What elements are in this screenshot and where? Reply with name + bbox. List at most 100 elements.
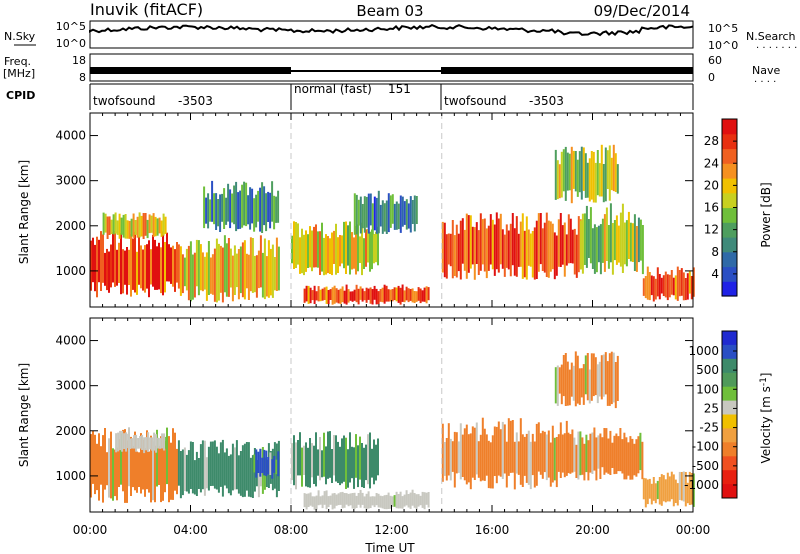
velocity-cell <box>485 434 488 476</box>
power-cell <box>596 150 599 196</box>
cpid-label: CPID <box>6 89 35 102</box>
velocity-cell <box>551 425 554 483</box>
power-cell <box>247 195 250 225</box>
power-cell <box>409 196 412 233</box>
velocity-cell <box>375 493 378 506</box>
velocity-cell <box>576 355 579 404</box>
power-cell <box>267 191 270 222</box>
power-cell <box>164 242 166 293</box>
cpid-mode-3-id: -3503 <box>529 94 564 108</box>
velocity-cell <box>223 452 226 486</box>
power-cell <box>255 255 258 298</box>
x-tick-label: 08:00 <box>274 523 309 537</box>
velocity-cell <box>331 449 333 483</box>
velocity-cell <box>363 447 365 488</box>
power-colorbar-tick-label: 28 <box>704 134 719 148</box>
velocity-cell <box>247 442 250 497</box>
velocity-cell <box>523 436 526 476</box>
velocity-colorbar-tick-label: 100 <box>696 382 719 396</box>
velocity-cell <box>627 442 630 476</box>
velocity-cell <box>489 442 492 489</box>
power-cell <box>485 228 488 279</box>
power-cell <box>391 194 394 224</box>
power-cell <box>154 216 157 237</box>
velocity-cell <box>357 493 360 505</box>
power-cell <box>529 233 532 267</box>
velocity-cell <box>650 483 653 505</box>
power-cell <box>331 232 333 276</box>
power-cell <box>305 285 308 302</box>
power-cell <box>118 242 120 283</box>
velocity-cell <box>100 446 102 485</box>
power-cell <box>586 162 589 198</box>
power-cell <box>682 272 685 301</box>
power-cell <box>90 240 92 291</box>
power-cell <box>132 238 134 290</box>
velocity-colorbar-swatch <box>722 400 737 415</box>
velocity-cell <box>417 494 420 507</box>
power-cell <box>615 215 618 265</box>
velocity-cell <box>231 443 234 491</box>
velocity-cell <box>327 496 330 508</box>
power-cell <box>156 246 158 290</box>
velocity-cell <box>525 433 528 483</box>
power-cell <box>357 288 360 305</box>
velocity-cell <box>582 364 585 405</box>
power-cell <box>174 249 176 292</box>
power-cell <box>601 218 604 263</box>
power-cell <box>221 193 224 222</box>
power-cell <box>367 228 369 263</box>
velocity-cell <box>138 452 140 487</box>
power-cell <box>639 219 642 261</box>
freq-bar-segment-1 <box>90 67 291 74</box>
power-cell <box>251 188 254 224</box>
power-cell <box>680 268 683 296</box>
velocity-cell <box>263 449 266 476</box>
velocity-cell <box>682 471 685 502</box>
power-cell <box>369 287 372 304</box>
power-cell <box>205 197 208 224</box>
power-cell <box>349 291 352 301</box>
velocity-cell <box>345 437 347 489</box>
power-cell <box>144 213 147 236</box>
power-cell <box>363 291 366 301</box>
power-cell <box>381 200 384 234</box>
power-cell <box>557 219 560 267</box>
velocity-cell <box>275 459 278 475</box>
velocity-cell <box>365 444 367 481</box>
power-cell <box>126 247 128 295</box>
power-cell <box>445 234 448 279</box>
power-cell <box>363 196 366 233</box>
velocity-cell <box>122 429 124 492</box>
velocity-cell <box>343 435 345 482</box>
power-cell <box>600 144 603 197</box>
velocity-cell <box>561 434 564 473</box>
power-cell <box>319 289 322 302</box>
power-cell <box>598 163 601 197</box>
power-cell <box>116 249 118 286</box>
velocity-cell <box>598 361 601 397</box>
power-cell <box>415 291 418 302</box>
velocity-cell <box>521 434 524 487</box>
power-cell <box>617 225 620 263</box>
power-cell <box>467 215 470 273</box>
power-cell <box>160 220 163 237</box>
power-colorbar-tick-label: 20 <box>704 178 719 192</box>
velocity-cell <box>491 435 494 489</box>
power-cell <box>164 216 167 234</box>
power-cell <box>539 213 542 265</box>
power-cell <box>259 235 262 288</box>
power-cell <box>579 220 582 270</box>
power-region <box>554 144 619 204</box>
velocity-cell <box>415 494 418 510</box>
velocity-cell <box>563 433 566 478</box>
power-cell <box>345 284 348 305</box>
velocity-cell <box>124 429 126 503</box>
power-cell <box>441 221 444 273</box>
velocity-cell <box>104 428 106 490</box>
velocity-cell <box>383 495 386 510</box>
power-cell <box>197 240 200 296</box>
velocity-cell <box>642 477 645 500</box>
velocity-cell <box>271 459 274 479</box>
velocity-cell <box>371 448 373 478</box>
